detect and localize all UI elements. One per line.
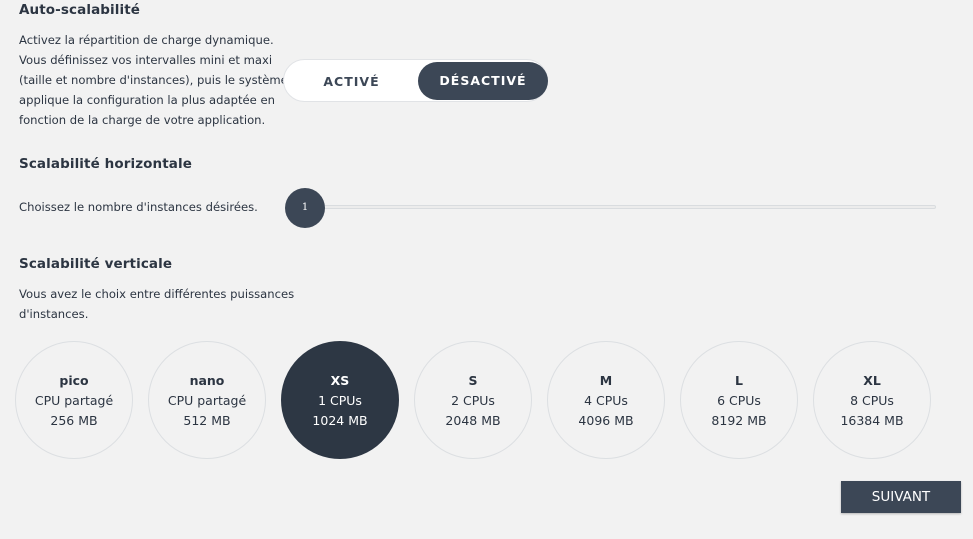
size-cpu: CPU partagé [167, 393, 247, 408]
size-memory: 4096 MB [578, 413, 634, 428]
size-memory: 256 MB [50, 413, 98, 428]
size-memory: 512 MB [183, 413, 231, 428]
toggle-enabled-option[interactable]: ACTIVÉ [323, 74, 380, 89]
size-name: pico [59, 373, 89, 388]
size-cpu: 2 CPUs [451, 393, 495, 408]
auto-desc-line: Activez la répartition de charge dynamiq… [19, 33, 274, 47]
horizontal-scaling-title: Scalabilité horizontale [19, 156, 192, 172]
size-memory: 16384 MB [840, 413, 904, 428]
instances-slider-track[interactable] [304, 205, 936, 209]
auto-desc-line: applique la configuration la plus adapté… [19, 93, 275, 107]
size-memory: 2048 MB [445, 413, 501, 428]
vertical-desc-line: d'instances. [19, 307, 89, 321]
size-name: S [468, 373, 478, 388]
size-option-m[interactable]: M 4 CPUs 4096 MB [547, 341, 665, 459]
size-name: nano [189, 373, 225, 388]
auto-scaling-title: Auto-scalabilité [19, 2, 141, 18]
vertical-scaling-description: Vous avez le choix entre différentes pui… [19, 284, 294, 324]
size-option-xl[interactable]: XL 8 CPUs 16384 MB [813, 341, 931, 459]
size-name: M [599, 373, 613, 388]
auto-scaling-toggle[interactable]: ACTIVÉ DÉSACTIVÉ [283, 59, 548, 102]
vertical-scaling-title: Scalabilité verticale [19, 256, 173, 272]
toggle-disabled-option[interactable]: DÉSACTIVÉ [418, 62, 548, 100]
size-cpu: 6 CPUs [717, 393, 761, 408]
size-option-xs[interactable]: XS 1 CPUs 1024 MB [281, 341, 399, 459]
size-memory: 8192 MB [711, 413, 767, 428]
size-option-pico[interactable]: pico CPU partagé 256 MB [15, 341, 133, 459]
size-option-l[interactable]: L 6 CPUs 8192 MB [680, 341, 798, 459]
size-cpu: 8 CPUs [850, 393, 894, 408]
auto-desc-line: Vous définissez vos intervalles mini et … [19, 53, 273, 67]
vertical-desc-line: Vous avez le choix entre différentes pui… [19, 287, 295, 301]
horizontal-scaling-description: Choissez le nombre d'instances désirées. [19, 200, 258, 214]
size-cpu: CPU partagé [34, 393, 114, 408]
instances-slider-handle[interactable]: 1 [285, 188, 325, 228]
size-name: XL [863, 373, 881, 388]
auto-desc-line: (taille et nombre d'instances), puis le … [19, 73, 288, 87]
next-button[interactable]: SUIVANT [841, 481, 961, 513]
size-memory: 1024 MB [312, 413, 368, 428]
size-name: L [735, 373, 743, 388]
size-option-s[interactable]: S 2 CPUs 2048 MB [414, 341, 532, 459]
size-name: XS [330, 373, 350, 388]
auto-scaling-description: Activez la répartition de charge dynamiq… [19, 30, 288, 130]
size-cpu: 1 CPUs [318, 393, 362, 408]
auto-desc-line: fonction de la charge de votre applicati… [19, 113, 266, 127]
size-cpu: 4 CPUs [584, 393, 628, 408]
size-option-nano[interactable]: nano CPU partagé 512 MB [148, 341, 266, 459]
